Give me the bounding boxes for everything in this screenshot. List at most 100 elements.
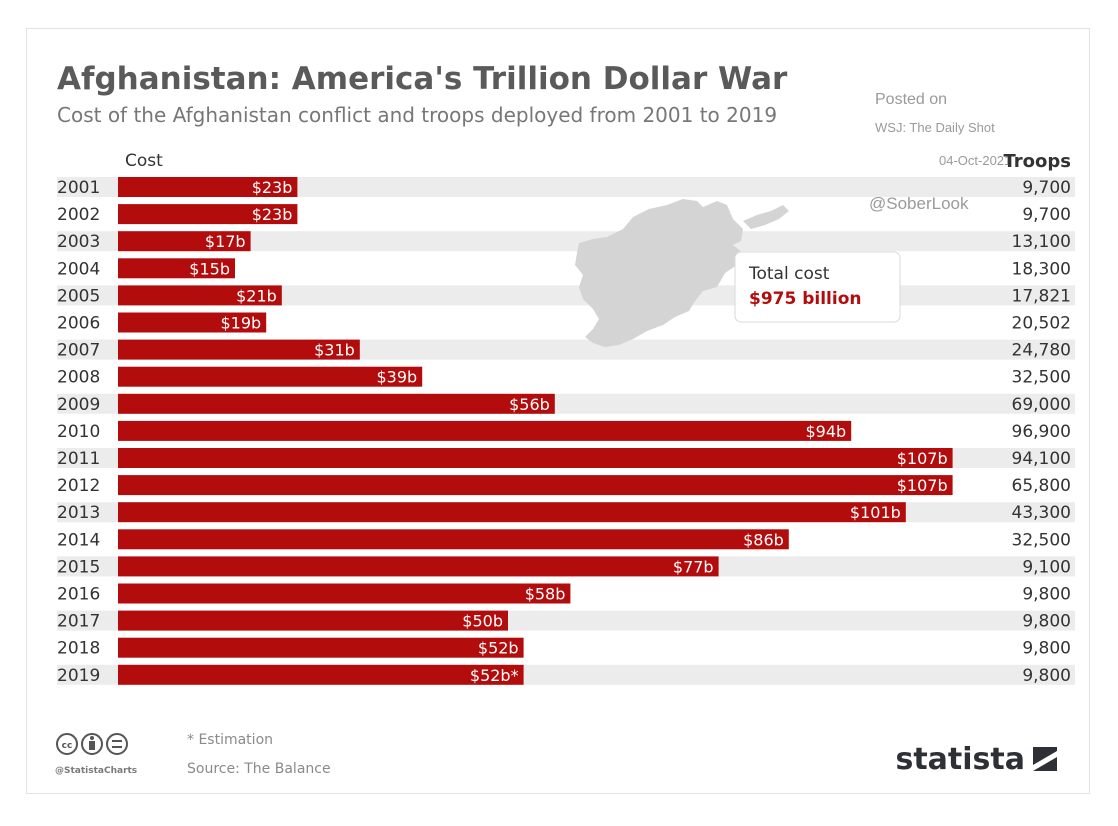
cost-header: Cost — [125, 151, 163, 171]
watermark-line2: WSJ: The Daily Shot — [875, 120, 995, 135]
statista-handle: @StatistaCharts — [55, 766, 137, 776]
cost-value-label: $58b — [525, 585, 566, 604]
callout-value: $975 billion — [749, 289, 862, 309]
year-label: 2014 — [57, 530, 100, 550]
cost-bar — [118, 637, 524, 658]
cc-icon: cc — [56, 733, 78, 755]
watermark-handle: @SoberLook — [869, 194, 969, 213]
cost-bar — [118, 177, 298, 197]
year-label: 2010 — [57, 422, 100, 442]
cost-bar — [118, 420, 852, 441]
cost-bar — [118, 448, 953, 468]
troops-value: 9,800 — [1022, 612, 1071, 632]
cost-value-label: $23b — [252, 178, 293, 197]
cost-value-label: $39b — [376, 368, 417, 387]
statista-logo-text: statista — [895, 742, 1025, 777]
chart-subtitle: Cost of the Afghanistan conflict and tro… — [57, 103, 777, 127]
afghanistan-map-icon — [575, 199, 789, 347]
year-label: 2003 — [57, 232, 100, 252]
cost-bar — [118, 231, 251, 252]
troops-value: 32,500 — [1012, 530, 1071, 550]
cost-value-label: $52b — [478, 639, 519, 658]
year-label: 2016 — [57, 585, 100, 605]
cost-bar — [118, 475, 953, 496]
troops-value: 18,300 — [1012, 259, 1071, 279]
cost-value-label: $17b — [205, 232, 246, 251]
attribution-icon — [81, 733, 103, 755]
year-label: 2002 — [57, 205, 100, 225]
cost-bar — [118, 204, 298, 225]
license-icons: cc — [56, 733, 128, 755]
cost-value-label: $50b — [462, 612, 503, 631]
year-label: 2009 — [57, 395, 100, 415]
year-label: 2019 — [57, 666, 100, 686]
cost-value-label: $23b — [252, 205, 293, 224]
chart-title: Afghanistan: America's Trillion Dollar W… — [57, 61, 788, 97]
cost-bar — [118, 556, 719, 577]
cost-value-label: $107b — [897, 476, 948, 495]
troops-value: 9,100 — [1022, 557, 1071, 577]
cost-value-label: $52b* — [470, 666, 519, 685]
row-stripe — [57, 177, 1075, 197]
year-label: 2013 — [57, 503, 100, 523]
watermark-line3: 04-Oct-2021 — [939, 153, 1011, 168]
troops-value: 13,100 — [1012, 232, 1071, 252]
troops-value: 9,800 — [1022, 585, 1071, 605]
cost-bar — [118, 610, 508, 631]
cost-bar — [118, 529, 789, 550]
troops-value: 17,821 — [1012, 286, 1071, 306]
troops-value: 9,700 — [1022, 178, 1071, 198]
chart-card: Afghanistan: America's Trillion Dollar W… — [26, 28, 1090, 794]
callout-box — [734, 251, 901, 323]
no-derivatives-icon — [106, 733, 128, 755]
year-label: 2004 — [57, 259, 100, 279]
cost-bar — [118, 366, 423, 387]
cost-value-label: $94b — [805, 422, 846, 441]
troops-value: 32,500 — [1012, 368, 1071, 388]
year-label: 2005 — [57, 286, 100, 306]
year-label: 2006 — [57, 314, 100, 334]
cost-value-label: $101b — [850, 503, 901, 522]
year-label: 2011 — [57, 449, 100, 469]
total-cost-callout: Total cost $975 billion — [734, 251, 901, 323]
cost-value-label: $77b — [673, 557, 714, 576]
cost-bar — [118, 583, 571, 604]
cost-value-label: $86b — [743, 530, 784, 549]
troops-header: Troops — [1003, 151, 1071, 172]
year-label: 2015 — [57, 557, 100, 577]
cost-bar — [118, 285, 282, 306]
cost-bar — [118, 393, 555, 414]
troops-value: 9,700 — [1022, 205, 1071, 225]
source-text: Source: The Balance — [187, 761, 331, 777]
troops-value: 24,780 — [1012, 341, 1071, 361]
cost-value-label: $15b — [189, 259, 230, 278]
year-label: 2001 — [57, 178, 100, 198]
year-label: 2018 — [57, 639, 100, 659]
troops-value: 20,502 — [1012, 314, 1071, 334]
watermark-line1: Posted on — [875, 91, 947, 108]
troops-value: 69,000 — [1012, 395, 1071, 415]
year-label: 2008 — [57, 368, 100, 388]
footnote-estimation: * Estimation — [187, 732, 273, 748]
cost-bar — [118, 312, 267, 333]
cost-bar — [118, 502, 906, 523]
cost-bar — [118, 258, 235, 279]
troops-value: 96,900 — [1012, 422, 1071, 442]
troops-value: 65,800 — [1012, 476, 1071, 496]
cost-value-label: $21b — [236, 286, 277, 305]
chart-svg: Afghanistan: America's Trillion Dollar W… — [55, 61, 1075, 777]
troops-value: 43,300 — [1012, 503, 1071, 523]
troops-value: 94,100 — [1012, 449, 1071, 469]
chart-rows: 2001 $23b 9,700 2002 $23b 9,700 2003 $17b 13,100… — [57, 177, 1075, 686]
year-label: 2007 — [57, 341, 100, 361]
year-label: 2012 — [57, 476, 100, 496]
cost-value-label: $19b — [220, 314, 261, 333]
cost-bar — [118, 339, 360, 360]
troops-value: 9,800 — [1022, 639, 1071, 659]
callout-label: Total cost — [748, 264, 830, 284]
cost-bar — [118, 664, 524, 685]
cost-value-label: $107b — [897, 449, 948, 468]
year-label: 2017 — [57, 612, 100, 632]
statista-logo-icon — [1033, 747, 1057, 771]
cost-value-label: $31b — [314, 341, 355, 360]
